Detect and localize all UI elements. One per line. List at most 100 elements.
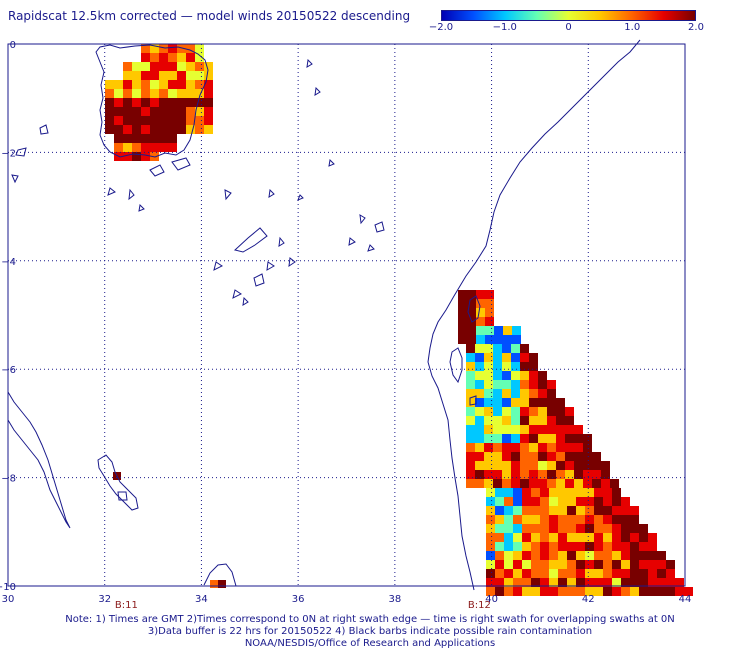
wind-pixel <box>520 461 529 470</box>
wind-pixel <box>585 560 594 569</box>
wind-pixel <box>630 542 639 551</box>
wind-pixel <box>493 461 502 470</box>
wind-pixel <box>522 569 531 578</box>
wind-pixel <box>547 407 556 416</box>
wind-pixel <box>486 551 495 560</box>
wind-pixel <box>531 515 540 524</box>
color-bar-tick: −1.0 <box>492 22 517 33</box>
wind-pixel <box>549 524 558 533</box>
wind-pixel <box>475 407 484 416</box>
wind-pixel <box>503 335 512 344</box>
wind-pixel <box>522 578 531 587</box>
grid-lines <box>8 44 685 586</box>
wind-pixel <box>565 443 574 452</box>
wind-pixel <box>547 470 556 479</box>
wind-pixel <box>475 398 484 407</box>
wind-pixel <box>657 560 666 569</box>
wind-pixel <box>621 506 630 515</box>
wind-pixel <box>159 71 168 80</box>
wind-pixel <box>601 479 610 488</box>
wind-pixel <box>567 533 576 542</box>
wind-pixel <box>511 344 520 353</box>
wind-pixel <box>458 326 467 335</box>
wind-pixel <box>556 434 565 443</box>
wind-pixel <box>123 134 132 143</box>
lake-victoria <box>95 44 209 158</box>
wind-pixel <box>621 569 630 578</box>
wind-pixel <box>511 389 520 398</box>
wind-pixel <box>540 506 549 515</box>
wind-pixel <box>531 578 540 587</box>
wind-pixel <box>621 587 630 596</box>
wind-pixel <box>105 125 114 134</box>
wind-pixel <box>594 497 603 506</box>
wind-pixel <box>648 542 657 551</box>
wind-pixel <box>558 587 567 596</box>
wind-pixel <box>132 62 141 71</box>
wind-pixel <box>549 569 558 578</box>
wind-pixel <box>466 425 475 434</box>
wind-pixel <box>494 335 503 344</box>
wind-pixel <box>467 335 476 344</box>
wind-pixels <box>105 44 693 596</box>
wind-pixel <box>177 107 186 116</box>
wind-pixel <box>594 551 603 560</box>
wind-pixel <box>612 587 621 596</box>
wind-pixel <box>540 488 549 497</box>
wind-pixel <box>522 497 531 506</box>
wind-pixel <box>558 506 567 515</box>
wind-pixel <box>195 53 204 62</box>
wind-pixel <box>585 497 594 506</box>
wind-pixel <box>195 107 204 116</box>
wind-pixel <box>475 416 484 425</box>
wind-pixel <box>585 533 594 542</box>
wind-pixel <box>495 533 504 542</box>
wind-pixel <box>493 398 502 407</box>
wind-pixel <box>547 380 556 389</box>
wind-pixel <box>531 542 540 551</box>
wind-pixel <box>186 107 195 116</box>
wind-pixel <box>485 326 494 335</box>
wind-pixel <box>150 62 159 71</box>
wind-pixel <box>684 587 693 596</box>
wind-pixel <box>502 398 511 407</box>
wind-pixel <box>547 479 556 488</box>
wind-pixel <box>495 506 504 515</box>
wind-pixel <box>504 578 513 587</box>
color-bar-tick: 1.0 <box>624 22 641 33</box>
wind-pixel <box>538 407 547 416</box>
wind-pixel <box>612 542 621 551</box>
wind-pixel <box>520 362 529 371</box>
wind-pixel <box>531 551 540 560</box>
wind-pixel <box>141 53 150 62</box>
wind-pixel <box>630 560 639 569</box>
lon-tick-label: 44 <box>679 594 692 605</box>
wind-pixel <box>603 524 612 533</box>
wind-pixel <box>594 587 603 596</box>
wind-pixel <box>657 569 666 578</box>
wind-pixel <box>475 371 484 380</box>
wind-pixel <box>520 344 529 353</box>
wind-pixel <box>576 587 585 596</box>
wind-pixel <box>538 443 547 452</box>
wind-pixel <box>132 98 141 107</box>
wind-pixel <box>540 578 549 587</box>
wind-pixel <box>504 560 513 569</box>
wind-pixel <box>565 479 574 488</box>
wind-pixel <box>141 62 150 71</box>
wind-pixel <box>612 551 621 560</box>
wind-pixel <box>529 389 538 398</box>
wind-pixel <box>475 353 484 362</box>
wind-pixel <box>502 353 511 362</box>
wind-pixel <box>529 362 538 371</box>
wind-pixel <box>522 488 531 497</box>
wind-pixel <box>123 62 132 71</box>
wind-pixel <box>467 308 476 317</box>
wind-pixel <box>549 515 558 524</box>
lon-tick-label: 42 <box>582 594 595 605</box>
wind-pixel <box>177 80 186 89</box>
wind-pixel <box>466 344 475 353</box>
wind-pixel <box>114 134 123 143</box>
wind-pixel <box>639 551 648 560</box>
wind-pixel <box>594 578 603 587</box>
